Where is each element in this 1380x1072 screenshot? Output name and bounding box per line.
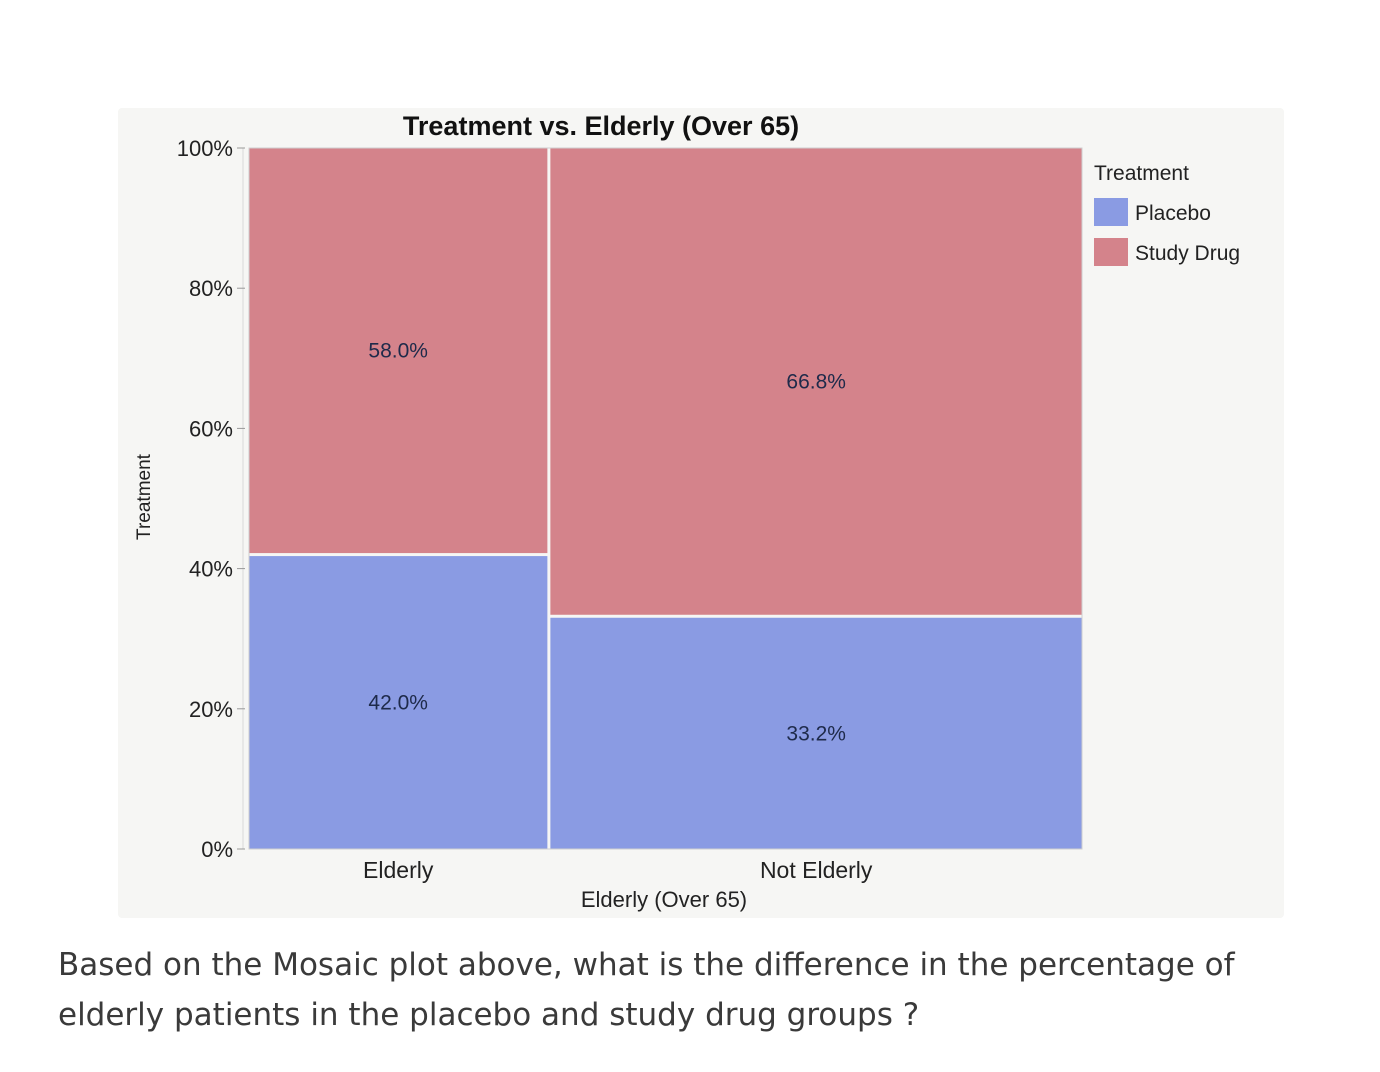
x-axis-categories: Elderly Not Elderly [363,857,873,883]
mosaic-tiles: 42.0% 58.0% 33.2% 66.8% [248,147,1083,850]
tile-value-label: 66.8% [786,370,846,393]
x-axis-label: Elderly (Over 65) [581,887,747,912]
tile-value-label: 33.2% [786,722,846,745]
x-category-label: Elderly [363,857,434,883]
plot-frame [248,147,1083,850]
tile-value-label: 58.0% [368,340,428,363]
x-category-label: Not Elderly [760,857,873,883]
legend-entry-label: Placebo [1135,202,1211,225]
mosaic-plot: Treatment vs. Elderly (Over 65) Treatmen… [134,111,1240,912]
y-axis-label: Treatment [134,453,155,540]
legend-entry-label: Study Drug [1135,242,1240,265]
legend-swatch [1094,238,1128,266]
legend-title: Treatment [1094,162,1189,185]
question-text: Based on the Mosaic plot above, what is … [58,947,1235,1033]
legend: Treatment Placebo Study Drug [1094,162,1240,266]
tile-placebo-elderly [249,556,548,849]
y-axis-ticks: 0% 20% 40% 60% 80% 100% [177,136,245,862]
chart-title: Treatment vs. Elderly (Over 65) [403,111,799,141]
y-tick-label: 60% [189,416,233,441]
y-tick-label: 40% [189,557,233,582]
y-tick-label: 20% [189,697,233,722]
y-tick-label: 0% [201,837,233,862]
tile-placebo-not-elderly [550,617,1082,849]
legend-swatch [1094,198,1128,226]
chart-panel: Treatment vs. Elderly (Over 65) Treatmen… [118,108,1284,918]
tile-study-drug-elderly [249,148,548,554]
y-tick-label: 100% [177,136,233,161]
tile-value-label: 42.0% [368,692,428,715]
tile-study-drug-not-elderly [550,148,1082,615]
y-tick-label: 80% [189,276,233,301]
